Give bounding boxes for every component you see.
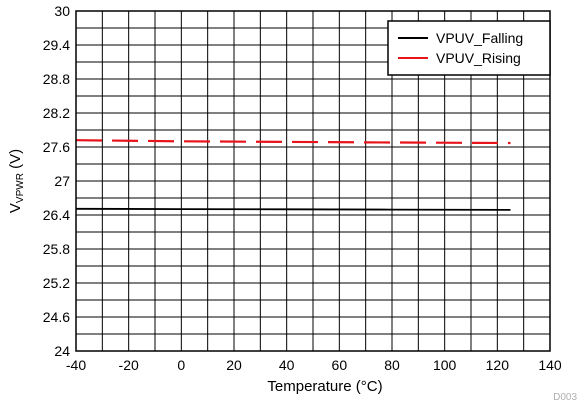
y-tick-label: 24.6	[43, 309, 70, 325]
y-axis-label-sub: VPWR	[15, 173, 26, 203]
figure-id: D003	[553, 392, 577, 403]
series-line-vpuv-rising	[75, 139, 511, 145]
legend-label-vpuv-falling: VPUV_Falling	[436, 30, 523, 46]
x-tick-label: 120	[486, 357, 510, 373]
x-axis-label: Temperature (°C)	[267, 378, 382, 395]
x-tick-label: 20	[226, 357, 242, 373]
series-line-vpuv-falling	[75, 207, 511, 211]
y-tick-label: 28.8	[43, 71, 70, 87]
y-axis-label-unit: (V)	[7, 149, 24, 173]
x-tick-label: 60	[332, 357, 348, 373]
y-tick-label: 25.8	[43, 241, 70, 257]
x-tick-label: 140	[538, 357, 562, 373]
x-tick-label: 0	[177, 357, 185, 373]
series-lines	[75, 139, 511, 211]
x-tick-label: 80	[384, 357, 400, 373]
tick-labels: -40 -20 0 20 40 60 80 100 120 140 24 24.6 25.2 25.8 26…	[43, 3, 562, 373]
y-tick-label: 25.2	[43, 275, 70, 291]
y-axis-label: VVPWR (V)	[7, 149, 26, 213]
y-tick-label: 26.4	[43, 207, 70, 223]
y-tick-label: 24	[54, 343, 70, 359]
y-axis-label-main: V	[7, 203, 24, 213]
x-tick-label: 100	[433, 357, 457, 373]
legend-label-vpuv-rising: VPUV_Rising	[436, 50, 521, 66]
y-tick-label: 28.2	[43, 105, 70, 121]
x-tick-label: -20	[119, 357, 139, 373]
plot-frame	[75, 10, 551, 352]
y-tick-label: 30	[54, 3, 70, 19]
y-tick-label: 29.4	[43, 37, 70, 53]
x-tick-label: -40	[66, 357, 86, 373]
y-tick-label: 27.6	[43, 139, 70, 155]
y-tick-label: 27	[54, 173, 70, 189]
x-tick-label: 40	[279, 357, 295, 373]
legend-box	[387, 20, 551, 76]
legend: VPUV_Falling VPUV_Rising	[387, 20, 551, 76]
